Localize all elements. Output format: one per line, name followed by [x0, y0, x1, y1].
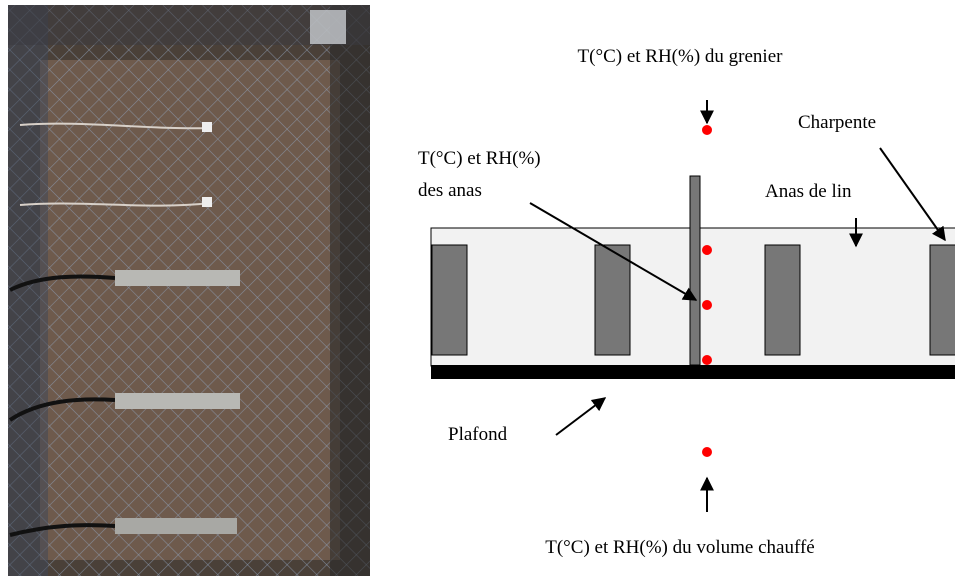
label: Charpente [798, 112, 876, 133]
rafter [431, 244, 468, 356]
label: des anas [418, 180, 482, 201]
sensors [702, 125, 712, 457]
label: Anas de lin [765, 181, 852, 202]
diagram: T(°C) et RH(%) du grenier Charpente T(°C… [418, 46, 955, 558]
arrows [529, 100, 946, 512]
label: T(°C) et RH(%) [418, 148, 541, 169]
photo [8, 5, 370, 576]
rafter [764, 244, 801, 356]
label: Plafond [448, 424, 508, 445]
label: T(°C) et RH(%) du grenier [578, 46, 784, 67]
ceiling [431, 365, 955, 379]
rafter [929, 244, 955, 356]
sensor-rod [689, 175, 701, 366]
label: T(°C) et RH(%) du volume chauffé [545, 537, 814, 558]
rafter [594, 244, 631, 356]
